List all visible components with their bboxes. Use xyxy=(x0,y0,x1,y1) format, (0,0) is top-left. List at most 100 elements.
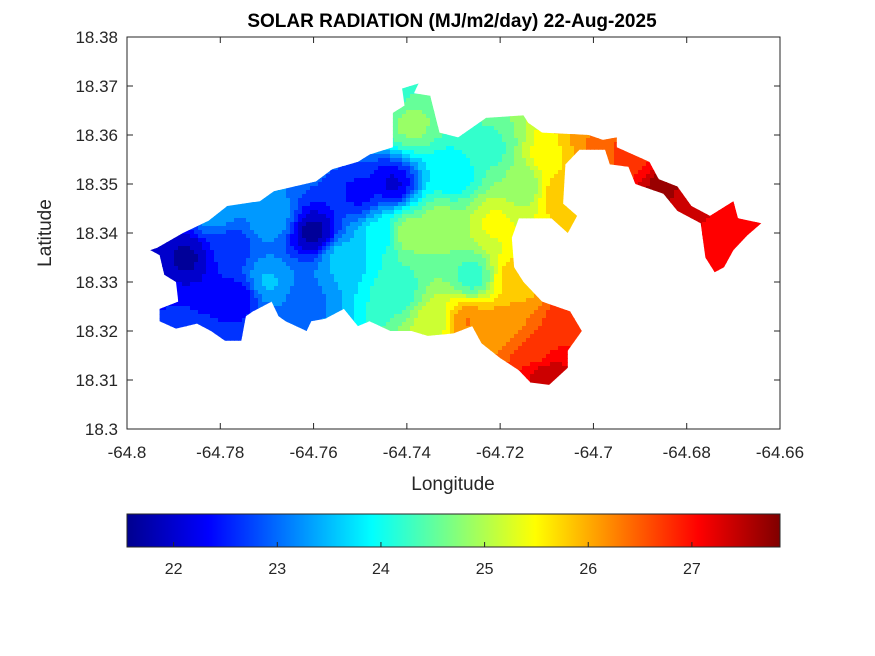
field-cell xyxy=(366,154,371,159)
field-cell xyxy=(534,134,539,139)
field-cell xyxy=(534,174,539,179)
field-cell xyxy=(462,158,467,163)
field-cell xyxy=(522,178,527,183)
field-cell xyxy=(406,94,411,99)
field-cell xyxy=(330,178,335,183)
field-cell xyxy=(414,134,419,139)
field-cell xyxy=(558,174,563,179)
field-cell xyxy=(546,146,551,151)
field-cell xyxy=(554,150,559,155)
field-cell xyxy=(606,150,611,155)
field-cell xyxy=(514,178,519,183)
field-cell xyxy=(430,170,435,175)
field-cell xyxy=(442,174,447,179)
field-cell xyxy=(374,182,379,187)
field-cell xyxy=(458,174,463,179)
field-cell xyxy=(418,182,423,187)
field-cell xyxy=(402,146,407,151)
field-cell xyxy=(330,174,335,179)
field-cell xyxy=(494,126,499,131)
field-cell xyxy=(454,162,459,167)
field-cell xyxy=(558,190,563,195)
field-cell xyxy=(418,138,423,143)
field-cell xyxy=(314,182,319,187)
field-cell xyxy=(334,166,339,171)
field-cell xyxy=(502,166,507,171)
field-cell xyxy=(378,190,383,195)
field-cell xyxy=(386,154,391,159)
field-cell xyxy=(554,158,559,163)
field-cell xyxy=(354,186,359,191)
field-cell xyxy=(486,158,491,163)
field-cell xyxy=(482,182,487,187)
field-cell xyxy=(646,166,651,171)
field-cell xyxy=(466,186,471,191)
field-cell xyxy=(442,134,447,139)
field-cell xyxy=(470,194,475,199)
field-cell xyxy=(394,150,399,155)
field-cell xyxy=(446,150,451,155)
field-cell xyxy=(530,174,535,179)
field-cell xyxy=(398,142,403,147)
field-cell xyxy=(414,146,419,151)
field-cell xyxy=(538,190,543,195)
field-cell xyxy=(474,162,479,167)
field-cell xyxy=(398,150,403,155)
field-cell xyxy=(550,158,555,163)
field-cell xyxy=(362,182,367,187)
field-cell xyxy=(342,170,347,175)
field-cell xyxy=(498,130,503,135)
field-cell xyxy=(538,186,543,191)
field-cell xyxy=(610,146,615,151)
field-cell xyxy=(382,194,387,199)
field-cell xyxy=(514,186,519,191)
field-cell xyxy=(430,118,435,123)
field-cell xyxy=(550,134,555,139)
field-cell xyxy=(418,174,423,179)
field-cell xyxy=(458,142,463,147)
field-cell xyxy=(550,146,555,151)
field-cell xyxy=(330,190,335,195)
field-cell xyxy=(430,106,435,111)
field-cell xyxy=(550,166,555,171)
field-cell xyxy=(490,166,495,171)
field-cell xyxy=(526,174,531,179)
field-cell xyxy=(478,170,483,175)
field-cell xyxy=(458,158,463,163)
field-cell xyxy=(378,158,383,163)
field-cell xyxy=(510,150,515,155)
field-cell xyxy=(598,138,603,143)
field-cell xyxy=(406,102,411,107)
field-cell xyxy=(486,138,491,143)
field-cell xyxy=(406,110,411,115)
field-cell xyxy=(558,182,563,187)
field-cell xyxy=(546,190,551,195)
field-cell xyxy=(502,146,507,151)
field-cell xyxy=(394,138,399,143)
field-cell xyxy=(610,158,615,163)
field-cell xyxy=(398,194,403,199)
field-cell xyxy=(310,194,315,199)
field-cell xyxy=(466,150,471,155)
field-cell xyxy=(510,162,515,167)
field-cell xyxy=(370,154,375,159)
field-cell xyxy=(454,154,459,159)
field-cell xyxy=(374,174,379,179)
field-cell xyxy=(394,186,399,191)
field-cell xyxy=(418,130,423,135)
field-cell xyxy=(674,186,679,191)
field-cell xyxy=(494,154,499,159)
field-cell xyxy=(346,166,351,171)
field-cell xyxy=(386,166,391,171)
field-cell xyxy=(514,134,519,139)
field-cell xyxy=(310,190,315,195)
field-cell xyxy=(402,134,407,139)
field-cell xyxy=(326,190,331,195)
field-cell xyxy=(478,138,483,143)
field-cell xyxy=(646,186,651,191)
field-cell xyxy=(438,190,443,195)
field-cell xyxy=(478,154,483,159)
field-cell xyxy=(406,146,411,151)
field-cell xyxy=(446,166,451,171)
field-cell xyxy=(670,186,675,191)
